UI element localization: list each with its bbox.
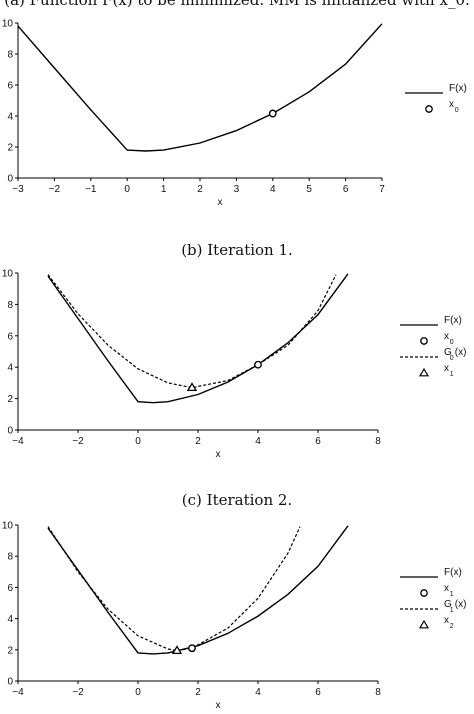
x-tick-label: −2 xyxy=(72,687,84,698)
legend-label-subscript: 1 xyxy=(450,371,454,378)
legend-label-suffix: (x) xyxy=(455,599,467,610)
y-tick-label: 2 xyxy=(7,645,13,656)
y-tick-label: 4 xyxy=(7,363,13,374)
legend-label: G xyxy=(444,347,452,358)
y-tick-label: 2 xyxy=(7,143,13,154)
x-tick-label: −2 xyxy=(49,184,61,195)
x-tick-label: 6 xyxy=(343,184,349,195)
x-tick-label: 6 xyxy=(315,687,321,698)
x-axis-label: x xyxy=(216,700,221,711)
x-tick-label: 5 xyxy=(306,184,312,195)
series-line-Fx xyxy=(47,273,349,404)
legend-label: F(x) xyxy=(444,315,462,326)
x-tick-label: 7 xyxy=(379,184,385,195)
x-tick-label: −3 xyxy=(12,184,24,195)
x-tick-label: −2 xyxy=(72,436,84,447)
marker-x1 xyxy=(186,382,198,392)
x-tick-label: −1 xyxy=(85,184,97,195)
y-tick-label: 0 xyxy=(7,677,13,688)
y-tick-label: 8 xyxy=(7,50,13,61)
series-line-Fx xyxy=(17,23,383,152)
y-tick-label: 10 xyxy=(2,521,14,532)
x-tick-label: 4 xyxy=(255,436,261,447)
legend-label: F(x) xyxy=(444,567,462,578)
y-tick-label: 8 xyxy=(7,300,13,311)
legend-label: x xyxy=(444,331,449,342)
legend-circle-marker xyxy=(425,105,433,113)
legend-label-subscript: 1 xyxy=(450,607,454,614)
series-line-G1x xyxy=(47,526,301,652)
legend-label: x xyxy=(449,99,454,110)
y-tick-label: 10 xyxy=(2,19,14,30)
y-tick-label: 4 xyxy=(7,112,13,123)
x-axis-label: x xyxy=(216,449,221,460)
legend-circle-marker xyxy=(420,337,428,345)
x-tick-label: 2 xyxy=(197,184,203,195)
legend: F(x) x0 xyxy=(405,83,467,114)
legend-label: G xyxy=(444,599,452,610)
marker-x1 xyxy=(188,644,196,653)
x-tick-label: 2 xyxy=(195,436,201,447)
y-tick-label: 10 xyxy=(2,269,14,280)
x-tick-label: 0 xyxy=(124,184,130,195)
x-tick-label: −4 xyxy=(12,436,24,447)
legend-circle-marker xyxy=(420,589,428,597)
y-tick-label: 6 xyxy=(7,81,13,92)
legend-label-subscript: 1 xyxy=(450,591,454,598)
caption-a: (a) Function F(x) to be minimized. MM is… xyxy=(4,0,470,9)
marker-x2 xyxy=(171,645,183,654)
y-tick-label: 6 xyxy=(7,331,13,342)
y-tick-label: 2 xyxy=(7,394,13,405)
x-tick-label: 3 xyxy=(234,184,240,195)
x-tick-label: 1 xyxy=(161,184,167,195)
legend-label-subscript: 2 xyxy=(450,623,454,630)
caption-c: (c) Iteration 2. xyxy=(181,491,293,509)
x-tick-label: 8 xyxy=(375,687,381,698)
x-tick-label: 0 xyxy=(135,436,141,447)
x-tick-label: 8 xyxy=(375,436,381,447)
legend-label: x xyxy=(444,583,449,594)
legend-label-subscript: 0 xyxy=(455,107,459,114)
y-tick-label: 6 xyxy=(7,583,13,594)
legend-label-subscript: 0 xyxy=(450,355,454,362)
legend-label-subscript: 0 xyxy=(450,339,454,346)
caption-b: (b) Iteration 1. xyxy=(181,241,293,259)
x-tick-label: 4 xyxy=(270,184,276,195)
legend-triangle-marker xyxy=(418,367,430,377)
x-tick-label: 0 xyxy=(135,687,141,698)
series-line-G0x xyxy=(47,274,337,389)
legend-triangle-marker xyxy=(418,619,430,629)
x-axis-label: x xyxy=(218,197,223,208)
legend-label: x xyxy=(444,363,449,374)
marker-x0 xyxy=(254,360,262,369)
x-tick-label: 6 xyxy=(315,436,321,447)
y-tick-label: 4 xyxy=(7,614,13,625)
y-tick-label: 0 xyxy=(7,426,13,437)
y-tick-label: 8 xyxy=(7,552,13,563)
legend-label-suffix: (x) xyxy=(455,347,467,358)
x-tick-label: 2 xyxy=(195,687,201,698)
x-tick-label: −4 xyxy=(12,687,24,698)
x-tick-label: 4 xyxy=(255,687,261,698)
legend-label: x xyxy=(444,615,449,626)
legend-label: F(x) xyxy=(449,83,467,94)
marker-x0 xyxy=(268,109,277,118)
y-tick-label: 0 xyxy=(7,174,13,185)
